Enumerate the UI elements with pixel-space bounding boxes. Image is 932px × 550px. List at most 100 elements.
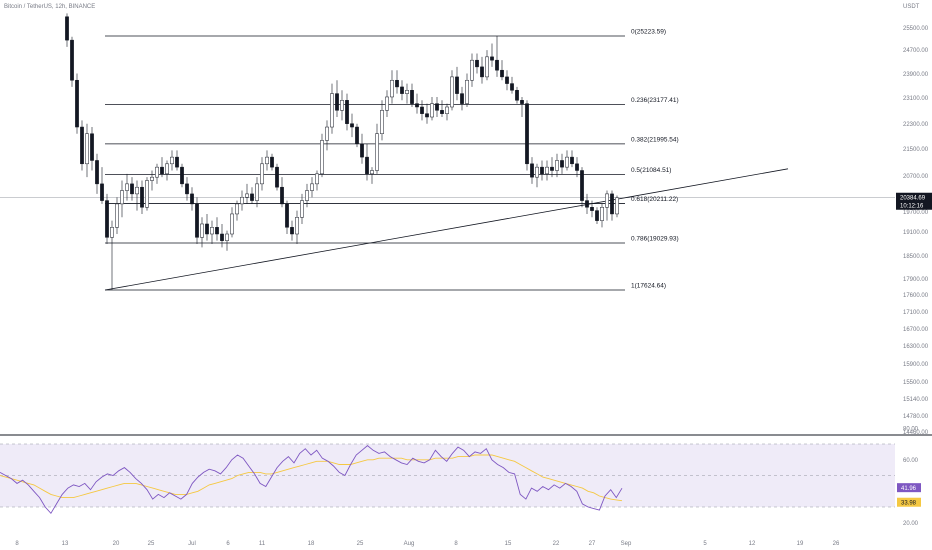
candle-body	[275, 166, 279, 188]
candle-body	[540, 166, 544, 175]
time-tick: 12	[749, 541, 756, 547]
candle	[250, 187, 254, 204]
candle-body	[345, 100, 349, 124]
time-tick: 22	[553, 541, 560, 547]
candle-body	[125, 183, 129, 191]
candle-body	[435, 103, 439, 111]
candle	[90, 127, 94, 171]
candle-body	[475, 59, 479, 68]
candle	[355, 123, 359, 148]
time-tick: Sep	[621, 541, 632, 547]
fib-label-0: 0(25223.59)	[631, 29, 666, 36]
candle-body	[610, 193, 614, 215]
candle-body	[150, 176, 154, 181]
candle-body	[560, 160, 564, 168]
candle	[390, 70, 394, 104]
time-tick: 26	[833, 541, 840, 547]
fib-label-6: 1(17624.64)	[631, 283, 666, 290]
time-tick: 25	[148, 541, 155, 547]
candle-body	[145, 180, 149, 208]
candle	[315, 170, 319, 191]
time-tick: 8	[15, 541, 19, 547]
price-tick: 16300.00	[903, 344, 929, 350]
candle	[555, 153, 559, 178]
candle-body	[310, 183, 314, 191]
symbol-title: Bitcoin / TetherUS, 12h, BINANCE	[4, 4, 96, 10]
candle	[305, 183, 309, 208]
candle-body	[545, 166, 549, 175]
price-tick: 25500.00	[903, 26, 929, 32]
fib-label-4: 0.618(20211.22)	[631, 196, 678, 203]
candle	[375, 123, 379, 174]
price-axis[interactable]: 25500.00 24700.00 23900.00 23100.00 22300.00…	[896, 4, 932, 527]
candle	[400, 80, 404, 101]
candle	[260, 157, 264, 191]
candle-body	[245, 193, 249, 198]
candle-body	[360, 143, 364, 158]
candle	[165, 160, 169, 181]
price-tick: 24700.00	[903, 48, 929, 54]
candle-body	[205, 223, 209, 235]
candle	[125, 173, 129, 201]
rsi-pane[interactable]	[0, 443, 895, 515]
price-tick: 23900.00	[903, 72, 929, 78]
candle	[450, 70, 454, 111]
candle	[540, 160, 544, 181]
candle	[530, 157, 534, 184]
candle-body	[90, 133, 94, 161]
candle	[170, 150, 174, 171]
candle-body	[215, 227, 219, 235]
candle	[195, 197, 199, 245]
candle	[230, 207, 234, 238]
candle-body	[355, 126, 359, 145]
time-tick: 5	[703, 541, 707, 547]
candle	[585, 193, 589, 214]
candle	[80, 120, 84, 171]
candle	[215, 217, 219, 241]
time-tick: 15	[505, 541, 512, 547]
fibonacci-retracement[interactable]: 0(25223.59) 0.236(23177.41) 0.382(21995.54…	[104, 29, 789, 291]
candle	[140, 180, 144, 214]
candle-body	[370, 170, 374, 175]
candle-body	[580, 170, 584, 201]
candle	[520, 96, 524, 118]
price-tick: 15140.00	[903, 397, 929, 403]
fib-label-2: 0.382(21995.54)	[631, 136, 679, 143]
candle-body	[120, 190, 124, 205]
price-tick: 19700.00	[903, 210, 929, 216]
candle	[220, 223, 224, 248]
price-pane[interactable]	[0, 197, 932, 436]
rsi-tick: 60.00	[903, 458, 919, 464]
candle-body	[305, 190, 309, 201]
time-axis[interactable]: 8 13 20 25 Jul 6 11 18 25 Aug 8 15 22 27 Sep 5 12 19 26	[15, 541, 840, 547]
candle-body	[340, 100, 344, 111]
candle	[395, 70, 399, 94]
candle-body	[410, 90, 414, 104]
candle	[240, 190, 244, 211]
candle	[150, 170, 154, 191]
time-tick: 13	[62, 541, 69, 547]
candle-body	[605, 193, 609, 208]
candle-body	[510, 83, 514, 91]
countdown-value: 10:12:16	[900, 204, 924, 210]
candle	[160, 157, 164, 178]
candle-body	[485, 56, 489, 78]
candle-body	[600, 207, 604, 221]
candle	[200, 217, 204, 248]
candle	[280, 177, 284, 208]
candle	[505, 70, 509, 91]
price-tick: 22300.00	[903, 122, 929, 128]
candle-body	[65, 16, 69, 41]
time-tick: 11	[259, 541, 266, 547]
rsi-tick: 20.00	[903, 521, 919, 527]
time-tick: 20	[113, 541, 120, 547]
candle-body	[585, 200, 589, 208]
currency-label: USDT	[903, 4, 920, 10]
rsi-line	[0, 445, 623, 515]
candle	[100, 167, 104, 204]
time-tick: 25	[357, 541, 364, 547]
candle-body	[155, 166, 159, 178]
candle	[180, 163, 184, 188]
candle	[330, 83, 334, 134]
